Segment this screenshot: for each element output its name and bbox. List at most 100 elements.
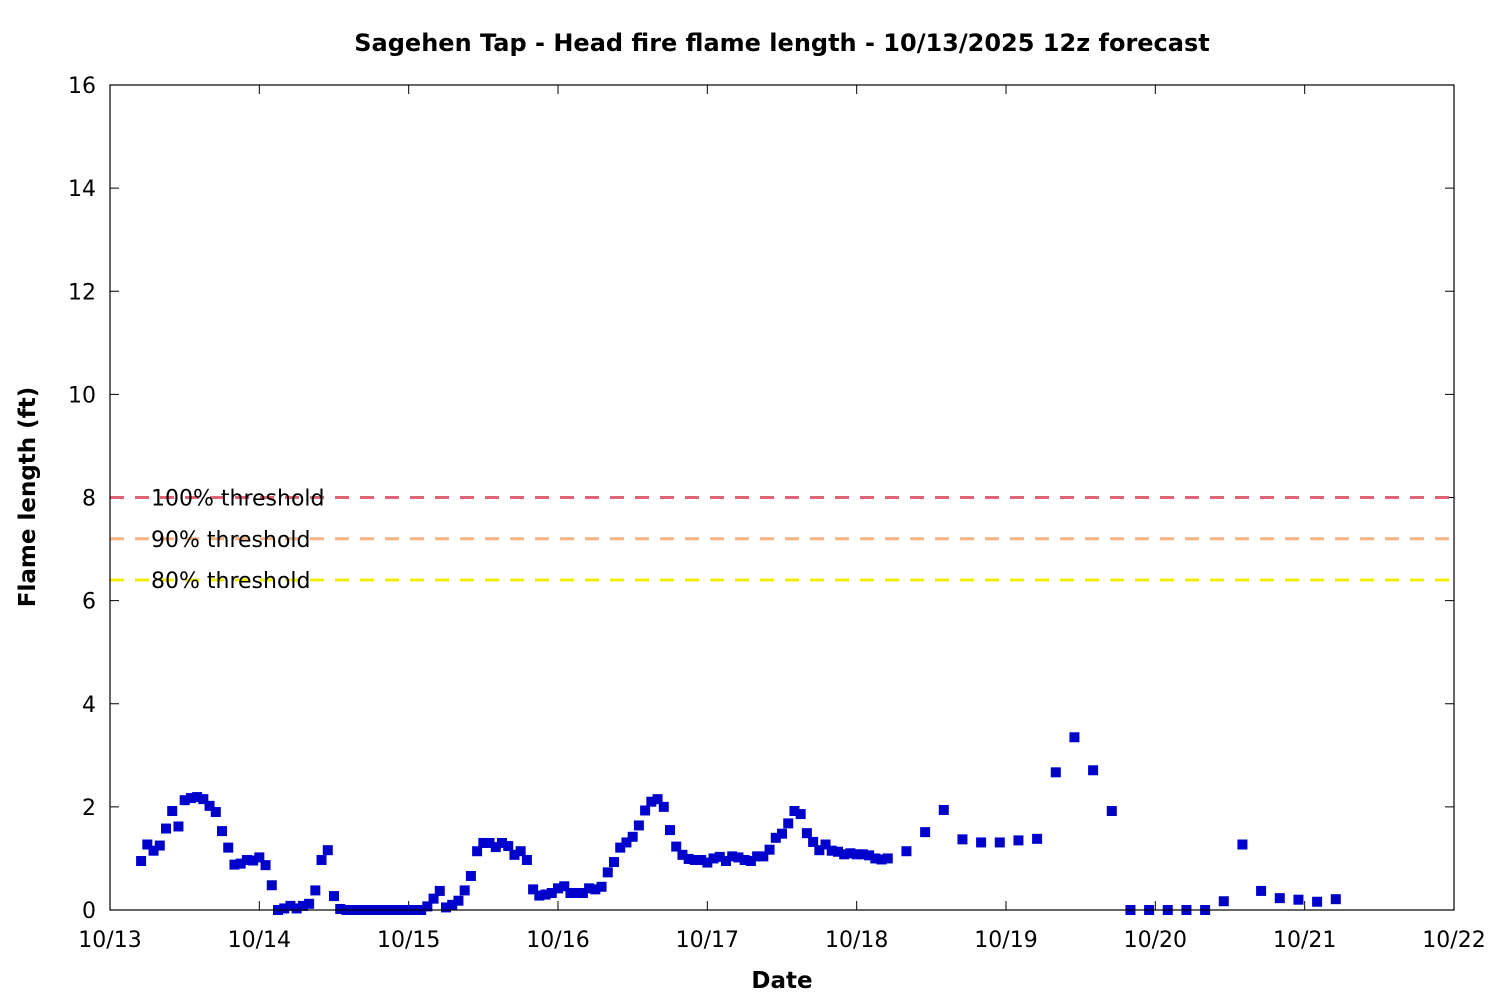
x-tick-label: 10/19	[974, 928, 1037, 953]
y-tick-label: 12	[68, 280, 96, 305]
data-point	[615, 842, 626, 853]
data-point	[484, 837, 495, 848]
y-tick-label: 6	[82, 590, 96, 615]
data-point	[154, 840, 165, 851]
data-point	[322, 845, 333, 856]
threshold-label: 90% threshold	[151, 528, 311, 553]
data-point	[447, 899, 458, 910]
data-point	[285, 900, 296, 911]
data-point	[864, 850, 875, 861]
plot-frame	[109, 84, 1455, 911]
data-point	[559, 881, 570, 892]
y-axis-label: Flame length (ft)	[15, 387, 41, 607]
x-tick-label: 10/13	[78, 928, 141, 953]
data-point	[335, 903, 346, 914]
x-tick-label: 10/15	[377, 928, 440, 953]
data-point	[833, 846, 843, 857]
data-point	[185, 793, 196, 804]
data-point	[167, 806, 178, 816]
data-point	[217, 826, 227, 837]
data-point	[839, 849, 850, 860]
data-point	[441, 902, 451, 913]
data-point	[509, 849, 520, 860]
data-point	[851, 849, 862, 860]
data-point	[752, 851, 763, 862]
data-point	[1237, 839, 1248, 850]
data-point	[602, 867, 613, 878]
data-point	[689, 854, 700, 865]
data-point	[1050, 767, 1061, 778]
data-point	[1106, 806, 1117, 816]
data-point	[546, 887, 557, 898]
data-point	[590, 884, 601, 895]
threshold-label: 100% threshold	[151, 487, 325, 512]
y-tick-label: 16	[68, 74, 96, 99]
data-point	[795, 809, 806, 820]
data-point	[577, 887, 588, 898]
data-point	[142, 839, 153, 850]
data-point	[677, 849, 688, 860]
threshold-label: 80% threshold	[151, 569, 311, 594]
x-tick-label: 10/14	[228, 928, 291, 953]
data-point	[173, 821, 184, 832]
x-tick-label: 10/18	[825, 928, 888, 953]
data-point	[901, 846, 912, 857]
data-point	[658, 801, 669, 812]
data-point	[229, 859, 240, 870]
data-point	[422, 901, 433, 912]
data-point	[745, 856, 756, 867]
data-point	[770, 832, 781, 843]
data-point	[777, 828, 787, 839]
data-point	[210, 807, 221, 818]
data-point	[490, 842, 501, 853]
data-point	[148, 845, 159, 856]
data-point	[870, 853, 881, 864]
data-point	[192, 792, 203, 803]
data-point	[721, 856, 731, 867]
data-point	[453, 895, 464, 906]
data-point	[1032, 833, 1043, 844]
data-point	[976, 837, 987, 848]
data-point	[565, 887, 576, 898]
data-point	[465, 870, 476, 881]
data-point	[204, 800, 215, 811]
data-point	[534, 890, 545, 901]
data-point	[291, 903, 302, 914]
data-point	[789, 806, 800, 816]
data-point	[957, 834, 968, 845]
data-point	[503, 841, 514, 852]
data-point	[696, 854, 707, 865]
data-point	[1013, 835, 1024, 846]
data-point	[683, 853, 694, 864]
data-point	[279, 903, 290, 914]
data-point	[882, 853, 893, 864]
data-point	[820, 839, 831, 850]
data-point	[714, 851, 725, 862]
data-point	[826, 845, 837, 856]
y-tick-label: 14	[68, 177, 96, 202]
data-point	[739, 854, 750, 865]
data-point	[540, 889, 551, 900]
data-point	[1256, 885, 1267, 896]
data-point	[235, 858, 246, 869]
data-point	[758, 851, 769, 862]
data-point	[528, 884, 539, 895]
data-point	[652, 794, 663, 805]
data-point	[571, 887, 582, 898]
data-point	[596, 881, 607, 892]
data-point	[627, 831, 638, 842]
data-point	[857, 849, 868, 860]
data-point	[808, 836, 819, 847]
data-point	[702, 857, 713, 868]
data-point	[938, 804, 949, 815]
data-point	[297, 900, 308, 911]
data-point	[304, 898, 315, 909]
data-point	[1069, 732, 1080, 743]
x-tick-label: 10/21	[1273, 928, 1336, 953]
data-point	[266, 880, 277, 891]
data-point	[671, 841, 682, 852]
data-point	[845, 848, 856, 859]
data-point	[515, 846, 526, 857]
data-point	[521, 854, 532, 865]
